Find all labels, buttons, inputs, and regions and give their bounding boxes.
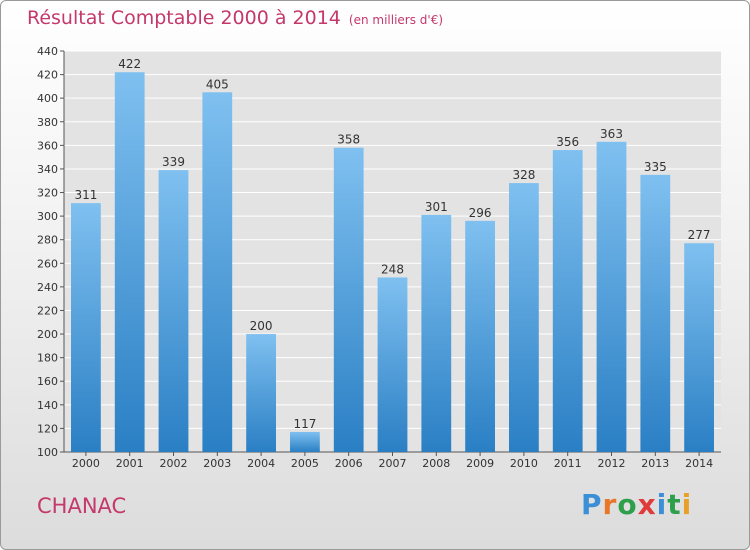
y-tick-label: 400 bbox=[37, 92, 58, 105]
x-tick-label: 2006 bbox=[335, 457, 363, 470]
commune-name: CHANAC bbox=[37, 494, 127, 518]
bar bbox=[114, 72, 145, 453]
y-tick-label: 320 bbox=[37, 187, 58, 200]
brand-letter: i bbox=[656, 488, 668, 521]
data-label: 358 bbox=[337, 133, 360, 147]
bar bbox=[421, 214, 452, 452]
y-tick-label: 280 bbox=[37, 234, 58, 247]
data-label: 339 bbox=[162, 155, 185, 169]
data-label: 328 bbox=[512, 168, 535, 182]
bar bbox=[684, 243, 714, 452]
x-tick-label: 2009 bbox=[466, 457, 494, 470]
x-tick-label: 2000 bbox=[72, 457, 100, 470]
x-tick-label: 2001 bbox=[116, 457, 144, 470]
y-tick-label: 220 bbox=[37, 304, 58, 317]
x-tick-label: 2007 bbox=[379, 457, 407, 470]
bar bbox=[465, 220, 495, 452]
x-tick-label: 2008 bbox=[422, 457, 450, 470]
data-label: 405 bbox=[206, 77, 229, 91]
y-tick-label: 120 bbox=[37, 422, 58, 435]
bar bbox=[509, 183, 539, 452]
data-label: 422 bbox=[118, 57, 141, 71]
x-tick-label: 2002 bbox=[160, 457, 188, 470]
brand-letter: x bbox=[637, 488, 657, 521]
y-tick-label: 160 bbox=[37, 375, 58, 388]
y-tick-label: 420 bbox=[37, 69, 58, 82]
x-tick-label: 2003 bbox=[203, 457, 231, 470]
y-tick-label: 240 bbox=[37, 281, 58, 294]
data-label: 301 bbox=[425, 200, 448, 214]
data-label: 363 bbox=[600, 127, 623, 141]
y-tick-label: 360 bbox=[37, 139, 58, 152]
y-tick-label: 260 bbox=[37, 257, 58, 270]
data-label: 277 bbox=[688, 228, 711, 242]
y-tick-label: 300 bbox=[37, 210, 58, 223]
y-tick-label: 180 bbox=[37, 352, 58, 365]
bar bbox=[640, 174, 671, 452]
bar bbox=[596, 141, 627, 453]
y-tick-label: 340 bbox=[37, 163, 58, 176]
bar bbox=[246, 334, 276, 452]
brand-letter: o bbox=[617, 488, 638, 521]
x-tick-label: 2013 bbox=[641, 457, 669, 470]
data-label: 296 bbox=[469, 206, 492, 220]
x-tick-label: 2010 bbox=[510, 457, 538, 470]
data-label: 335 bbox=[644, 160, 667, 174]
y-tick-label: 100 bbox=[37, 446, 58, 459]
data-label: 117 bbox=[293, 417, 316, 431]
chart-title: Résultat Comptable 2000 à 2014 (en millie… bbox=[27, 7, 443, 29]
brand-letter: t bbox=[667, 488, 682, 521]
y-tick-label: 440 bbox=[37, 45, 58, 58]
bar bbox=[158, 170, 189, 452]
bar bbox=[377, 277, 408, 452]
brand-letter: P bbox=[581, 488, 603, 521]
chart-title-text: Résultat Comptable 2000 à 2014 bbox=[27, 7, 341, 29]
bar bbox=[71, 203, 101, 452]
data-label: 200 bbox=[250, 319, 273, 333]
bar bbox=[290, 431, 320, 452]
data-label: 356 bbox=[556, 135, 579, 149]
proxiti-logo: Proxiti bbox=[581, 488, 692, 521]
brand-letter: i bbox=[681, 488, 693, 521]
x-tick-label: 2012 bbox=[598, 457, 626, 470]
y-tick-label: 380 bbox=[37, 116, 58, 129]
bar bbox=[202, 92, 233, 452]
x-tick-label: 2005 bbox=[291, 457, 319, 470]
x-tick-label: 2004 bbox=[247, 457, 275, 470]
bar bbox=[552, 150, 583, 452]
y-tick-label: 200 bbox=[37, 328, 58, 341]
brand-letter: r bbox=[602, 488, 618, 521]
y-tick-label: 140 bbox=[37, 399, 58, 412]
x-tick-label: 2011 bbox=[554, 457, 582, 470]
data-label: 248 bbox=[381, 262, 404, 276]
x-tick-label: 2014 bbox=[685, 457, 713, 470]
chart-subtitle: (en milliers d'€) bbox=[348, 13, 444, 27]
data-label: 311 bbox=[74, 188, 97, 202]
bar bbox=[333, 147, 364, 452]
